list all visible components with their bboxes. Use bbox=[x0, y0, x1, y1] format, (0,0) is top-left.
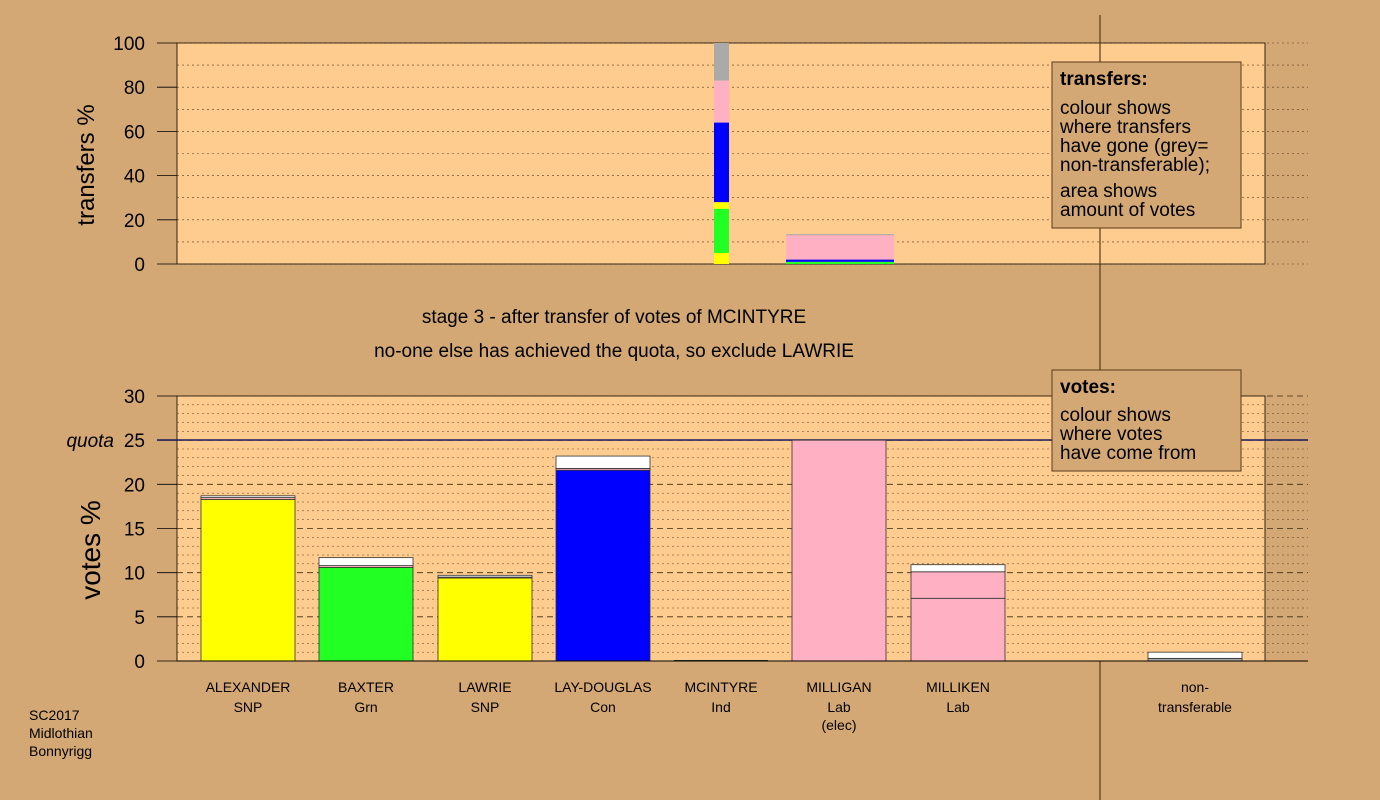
vote-bar-segment bbox=[437, 577, 533, 662]
transfers-gridlines bbox=[177, 42, 1308, 265]
transfers-legend-box bbox=[1051, 61, 1242, 229]
footer-ward: Bonnyrigg bbox=[29, 743, 92, 759]
candidate-party: Ind bbox=[711, 699, 730, 715]
vote-bar-segment bbox=[910, 571, 1006, 599]
transfer-bar-segment bbox=[714, 80, 729, 123]
transfers-axis-label: transfers % bbox=[73, 104, 100, 225]
votes-y-tick-label: 25 bbox=[124, 431, 145, 452]
vote-bar-segment bbox=[318, 557, 414, 567]
candidate-name: MCINTYRE bbox=[684, 679, 757, 695]
transfer-bars bbox=[714, 43, 894, 264]
transfers-y-tick-label: 0 bbox=[134, 255, 145, 276]
transfers-y-tick-label: 40 bbox=[124, 167, 145, 188]
transfers-legend-line: where transfers bbox=[1059, 117, 1191, 138]
votes-y-axis: 0 5 10 15 20 25 30 bbox=[124, 387, 177, 673]
footer-council: Midlothian bbox=[29, 725, 93, 741]
transfers-y-axis: 0 20 40 60 80 100 bbox=[113, 34, 177, 276]
votes-legend-line: have come from bbox=[1060, 443, 1196, 464]
transfers-legend-line: colour shows bbox=[1060, 98, 1171, 119]
votes-legend-box bbox=[1051, 369, 1242, 472]
votes-y-tick-label: 30 bbox=[124, 387, 145, 408]
vote-bar-segment bbox=[555, 469, 651, 662]
votes-axis-label: votes % bbox=[75, 500, 106, 600]
stage-headline: stage 3 - after transfer of votes of MCI… bbox=[374, 307, 854, 362]
nontransferable-label: transferable bbox=[1158, 699, 1232, 715]
vote-bar-segment bbox=[318, 566, 414, 662]
stage-description: stage 3 - after transfer of votes of MCI… bbox=[422, 307, 806, 328]
candidate-status: (elec) bbox=[821, 717, 856, 733]
transfer-bar-segment bbox=[714, 252, 729, 264]
transfer-bar-segment bbox=[786, 235, 894, 260]
transfers-y-tick-label: 60 bbox=[124, 122, 145, 143]
footer-election: SC2017 bbox=[29, 707, 80, 723]
votes-y-tick-label: 5 bbox=[134, 608, 145, 629]
candidate-name: LAY-DOUGLAS bbox=[554, 679, 651, 695]
vote-bar-segment bbox=[791, 439, 887, 662]
transfer-bar-segment bbox=[786, 261, 894, 264]
votes-legend: votes: colour shows where votes have com… bbox=[1051, 369, 1242, 472]
quota-label: quota bbox=[66, 431, 114, 452]
candidate-party: SNP bbox=[471, 699, 500, 715]
candidate-name: BAXTER bbox=[338, 679, 394, 695]
candidate-party: SNP bbox=[234, 699, 263, 715]
footer-caption: SC2017 Midlothian Bonnyrigg bbox=[29, 707, 93, 759]
vote-bar-segment bbox=[200, 498, 296, 662]
votes-y-tick-label: 10 bbox=[124, 564, 145, 585]
votes-y-tick-label: 15 bbox=[124, 520, 145, 541]
transfers-y-tick-label: 80 bbox=[124, 78, 145, 99]
candidate-party: Lab bbox=[827, 699, 851, 715]
votes-legend-title: votes: bbox=[1060, 377, 1116, 398]
transfers-legend: transfers: colour shows where transfers … bbox=[1051, 61, 1242, 229]
vote-bar-segment bbox=[555, 455, 651, 469]
transfer-bar-segment bbox=[714, 122, 729, 203]
candidate-name: MILLIGAN bbox=[806, 679, 871, 695]
vote-bar-segment bbox=[910, 597, 1006, 662]
vote-bars bbox=[200, 439, 1243, 662]
candidate-labels: ALEXANDER SNP BAXTER Grn LAWRIE SNP LAY-DOUGLA… bbox=[206, 679, 990, 733]
transfers-legend-line: amount of votes bbox=[1060, 200, 1195, 221]
candidate-party: Grn bbox=[354, 699, 377, 715]
transfer-bar-segment bbox=[786, 234, 894, 236]
vote-bar-segment bbox=[437, 574, 533, 578]
vote-bar-segment bbox=[1147, 651, 1243, 659]
candidate-name: ALEXANDER bbox=[206, 679, 291, 695]
transfer-bar-segment bbox=[786, 259, 894, 262]
votes-y-tick-label: 20 bbox=[124, 475, 145, 496]
transfers-legend-line: area shows bbox=[1060, 181, 1157, 202]
candidate-party: Lab bbox=[946, 699, 970, 715]
votes-legend-line: where votes bbox=[1059, 424, 1162, 445]
exclusion-note: no-one else has achieved the quota, so e… bbox=[374, 341, 854, 362]
transfers-y-tick-label: 20 bbox=[124, 211, 145, 232]
candidate-name: LAWRIE bbox=[458, 679, 511, 695]
transfer-bar-segment bbox=[714, 43, 729, 81]
transfers-legend-line: have gone (grey= bbox=[1060, 136, 1208, 157]
transfer-bar-segment bbox=[714, 208, 729, 253]
vote-bar-segment bbox=[910, 564, 1006, 573]
nontransferable-label: non- bbox=[1181, 679, 1209, 695]
transfers-y-tick-label: 100 bbox=[113, 34, 145, 55]
votes-legend-line: colour shows bbox=[1060, 405, 1171, 426]
votes-y-tick-label: 0 bbox=[134, 652, 145, 673]
vote-bar-segment bbox=[200, 495, 296, 498]
candidate-name: MILLIKEN bbox=[926, 679, 990, 695]
transfer-bar-segment bbox=[714, 202, 729, 209]
transfers-legend-title: transfers: bbox=[1060, 69, 1148, 90]
candidate-party: Con bbox=[590, 699, 616, 715]
transfers-legend-line: non-transferable); bbox=[1060, 155, 1210, 176]
